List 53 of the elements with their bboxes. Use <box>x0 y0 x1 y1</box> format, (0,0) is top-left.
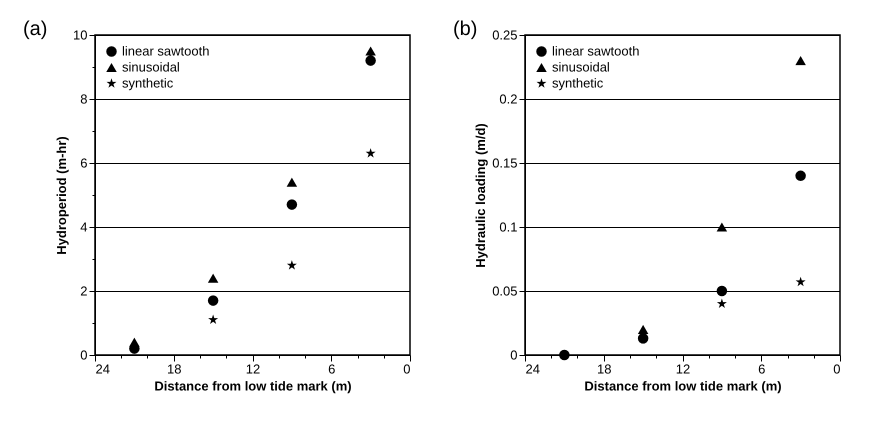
point <box>795 56 806 66</box>
point <box>129 338 140 347</box>
y-tick-label: 0.15 <box>492 156 518 170</box>
y-axis-title: Hydraulic loading (m/d) <box>473 123 488 268</box>
legend-label: synthetic <box>122 76 174 90</box>
y-tick-label: 8 <box>80 92 88 106</box>
y-tick-label: 6 <box>80 156 88 170</box>
legend-label: sinusoidal <box>122 60 180 74</box>
x-tick-label: 24 <box>526 362 540 376</box>
legend-label: linear sawtooth <box>122 44 210 58</box>
x-tick-label: 24 <box>96 362 110 376</box>
y-tick-label: 0 <box>510 348 518 362</box>
y-tick-label: 0.1 <box>499 220 518 234</box>
point <box>796 276 806 286</box>
x-tick-label: 6 <box>758 362 766 376</box>
chart-title: (b) <box>453 18 478 40</box>
x-tick-label: 12 <box>246 362 260 376</box>
y-tick-label: 0.2 <box>499 92 518 106</box>
legend-label: sinusoidal <box>552 60 610 74</box>
point <box>716 298 727 308</box>
y-tick-label: 10 <box>73 28 88 42</box>
legend-label: synthetic <box>552 76 604 90</box>
y-tick-label: 0 <box>80 348 88 362</box>
y-tick-label: 0.25 <box>492 28 518 42</box>
x-axis-title: Distance from low tide mark (m) <box>154 378 352 394</box>
point <box>638 324 648 334</box>
legend-label: linear sawtooth <box>552 44 640 58</box>
x-tick-label: 6 <box>328 362 336 376</box>
point <box>366 148 376 158</box>
x-axis-title: Distance from low tide mark (m) <box>584 378 782 394</box>
point <box>559 350 570 360</box>
x-tick-label: 18 <box>167 362 182 376</box>
point <box>208 295 218 306</box>
point <box>365 46 376 56</box>
point <box>716 286 728 296</box>
point <box>286 199 298 210</box>
x-tick-label: 18 <box>597 362 612 376</box>
point <box>286 178 298 187</box>
chart-title: (a) <box>23 18 48 40</box>
point <box>365 55 376 66</box>
point <box>208 314 218 324</box>
x-tick-label: 12 <box>676 362 690 376</box>
point <box>286 260 297 270</box>
point <box>716 222 728 232</box>
y-axis-title: Hydroperiod (m-hr) <box>54 136 70 255</box>
point <box>208 274 218 283</box>
point <box>795 170 806 182</box>
y-tick-label: 0.05 <box>492 284 518 298</box>
y-tick-label: 2 <box>80 284 88 298</box>
x-tick-label: 0 <box>403 362 410 376</box>
x-tick-label: 0 <box>833 362 840 376</box>
point <box>638 333 648 344</box>
y-tick-label: 4 <box>80 220 88 234</box>
